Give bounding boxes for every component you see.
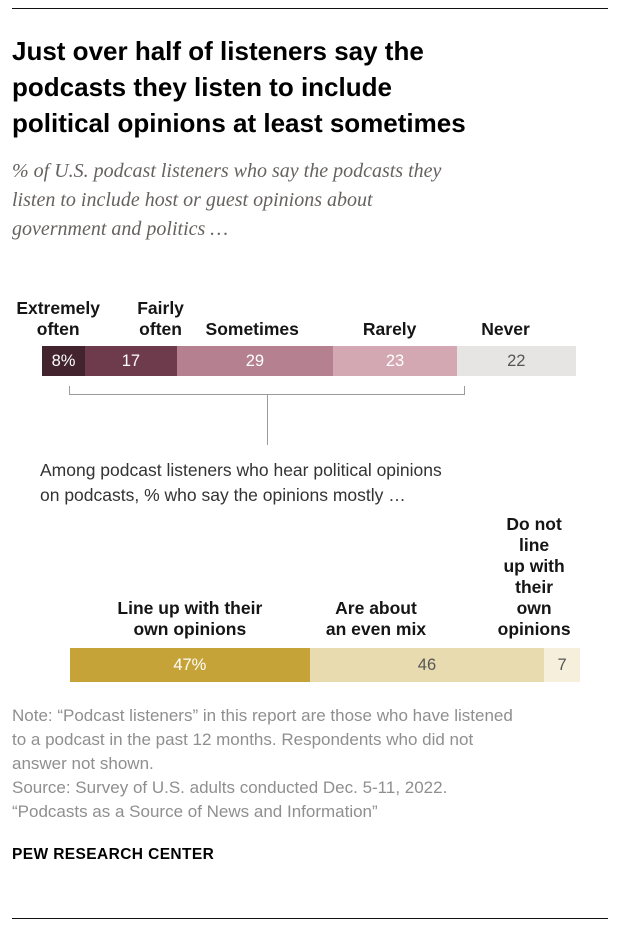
page-title-line: Just over half of listeners say the (12, 36, 424, 66)
chart-subtitle-line: % of U.S. podcast listeners who say the … (12, 160, 442, 182)
category-label: Never (481, 319, 530, 339)
bracket-span (68, 386, 466, 395)
note-text-line: Note: “Podcast listeners” in this report… (12, 706, 513, 725)
page-title-line: podcasts they listen to include (12, 72, 392, 102)
bar-segment: 23 (333, 346, 457, 376)
category-label: Are about an even mix (325, 598, 427, 639)
bottom-divider (12, 918, 608, 919)
footnotes: Note: “Podcast listeners” in this report… (12, 704, 608, 824)
value-label: 17 (121, 351, 141, 370)
source-text: Source: Survey of U.S. adults conducted … (12, 778, 448, 797)
category-label: Fairly often (137, 298, 184, 339)
opinion-frequency-chart: Extremely often Fairly often Sometimes Rare… (12, 284, 608, 448)
bar-segment: 22 (457, 346, 576, 376)
value-label: 8% (51, 351, 76, 370)
chart-subtitle: % of U.S. podcast listeners who say the … (12, 157, 572, 244)
category-label: Line up with their own opinions (117, 598, 263, 639)
stacked-bar: 47% 46 7 (70, 648, 580, 682)
note-text-line: to a podcast in the past 12 months. Resp… (12, 730, 474, 749)
bar-segment: 47% (70, 648, 310, 682)
bracket (42, 386, 581, 448)
value-label: 22 (507, 351, 526, 370)
value-label: 29 (245, 351, 265, 370)
page-title: Just over half of listeners say the podc… (12, 33, 608, 141)
category-label: Do not line up with their own opinions (497, 514, 571, 639)
note-text-line: answer not shown. (12, 754, 154, 773)
category-label: Rarely (362, 319, 417, 339)
value-label: 7 (557, 655, 567, 674)
category-label: Extremely often (16, 298, 100, 339)
stacked-bar: 8% 17 29 23 22 (42, 346, 581, 376)
chart-subtitle-line: government and politics … (12, 218, 229, 240)
category-labels-row: Line up with their own opinions Are about… (70, 514, 580, 640)
page-title-line: political opinions at least sometimes (12, 108, 466, 138)
chart-subtitle-line: listen to include host or guest opinions… (12, 189, 373, 211)
bar-segment: 8% (42, 346, 86, 376)
value-label: 46 (417, 655, 437, 674)
among-listeners-line: Among podcast listeners who hear politic… (40, 460, 442, 480)
category-labels-row: Extremely often Fairly often Sometimes Rare… (16, 284, 581, 340)
bar-segment: 46 (309, 648, 545, 682)
pew-research-center-wordmark: PEW RESEARCH CENTER (12, 846, 215, 863)
opinion-alignment-chart: Line up with their own opinions Are about… (12, 514, 608, 682)
bar-segment: 29 (176, 346, 334, 376)
value-label: 23 (385, 351, 405, 370)
bar-segment: 17 (85, 346, 177, 376)
bracket-stem (266, 395, 268, 445)
report-title-text: “Podcasts as a Source of News and Inform… (12, 802, 378, 821)
bar-segment: 7 (544, 648, 580, 682)
top-divider (12, 8, 608, 9)
among-listeners-line: on podcasts, % who say the opinions most… (40, 485, 406, 505)
among-listeners-text: Among podcast listeners who hear politic… (40, 458, 608, 508)
category-label: Sometimes (205, 319, 299, 339)
value-label: 47% (173, 655, 207, 674)
